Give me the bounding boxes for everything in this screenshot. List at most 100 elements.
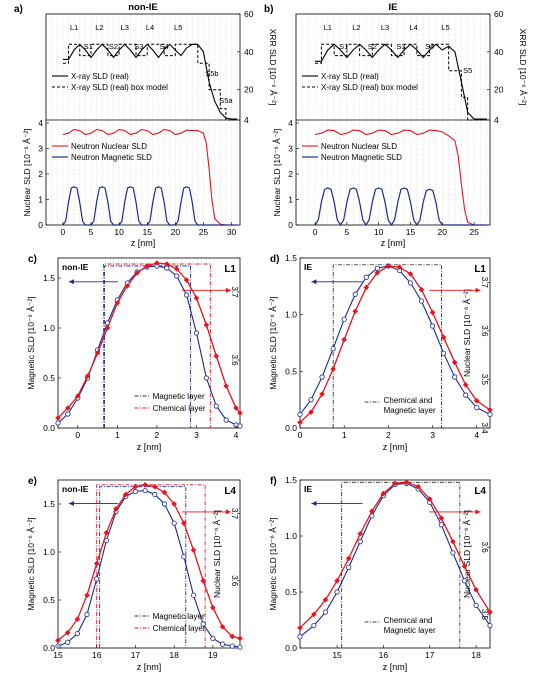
magnetic-point — [174, 273, 180, 279]
magnetic-point — [297, 411, 303, 417]
plot-frame — [299, 257, 491, 429]
x-tick-label: 5 — [345, 227, 350, 237]
left-tick-label: 4 — [288, 118, 293, 128]
right-tick-label: 3.5 — [480, 374, 489, 386]
nuclear-arrow-head — [225, 287, 231, 293]
nuclear-sld-line — [57, 262, 241, 419]
nuclear-point — [65, 405, 71, 411]
nuclear-point — [210, 604, 216, 611]
x-axis-label: z [nm] — [383, 662, 408, 672]
legend-text: X-ray SLD (real) — [71, 72, 129, 81]
nuclear-point — [461, 563, 468, 570]
x-tick-label: 18 — [471, 650, 481, 660]
corner-label: non-IE — [62, 262, 89, 272]
nuclear-point — [357, 530, 364, 537]
layer-label: L4 — [410, 23, 418, 32]
right-tick-label: 3.6 — [230, 354, 239, 366]
left-tick-label: 0.5 — [43, 373, 55, 383]
legend-text: Neutron Nuclear SLD — [71, 142, 147, 151]
nuclear-point — [407, 271, 414, 277]
x-tick-label: 3 — [194, 430, 199, 440]
nuclear-point — [93, 560, 100, 567]
panel-label: b) — [264, 4, 273, 15]
bottom-legend: Neutron Nuclear SLD Neutron Magnetic SLD — [302, 142, 402, 162]
top-legend: X-ray SLD (real) X-ray SLD (real) box mod… — [52, 72, 168, 92]
nuclear-point — [132, 483, 139, 490]
nuclear-point — [426, 496, 433, 502]
nuclear-point — [341, 336, 347, 343]
plot-frame — [57, 479, 241, 649]
panel-c: c) non-IE L1 0.0 0.5 1.0 1.5 Magnetic SLD [10⁻⁶… — [26, 254, 243, 452]
right-tick-label: 40 — [244, 47, 254, 57]
left-tick-label: 1.0 — [43, 323, 55, 333]
nuclear-point — [308, 409, 314, 415]
nuclear-point — [103, 530, 110, 536]
nuclear-point — [345, 555, 352, 562]
nuclear-point — [161, 489, 168, 496]
magnetic-point — [84, 611, 90, 618]
magnetic-point — [297, 634, 303, 640]
nuclear-point — [473, 398, 480, 404]
nuclear-point — [94, 350, 101, 356]
left-axis-label: Magnetic SLD [10⁻⁶ Å⁻²] — [268, 517, 278, 610]
nuclear-point — [450, 538, 456, 545]
magnetic-point — [438, 522, 444, 528]
x-axis-label: z [nm] — [137, 662, 162, 672]
magnetic-point — [181, 554, 187, 560]
left-tick-label: 1.5 — [43, 273, 55, 283]
nuclear-point — [237, 410, 243, 416]
left-tick-label: 1.5 — [43, 499, 55, 509]
left-tick-label: 2 — [38, 169, 43, 179]
magnetic-arrow-head — [68, 279, 74, 285]
left-tick-label: 1.0 — [285, 310, 297, 320]
magnetic-arrow-head — [311, 279, 317, 285]
left-tick-label: 3 — [288, 144, 293, 154]
x-tick-label: 30 — [227, 227, 237, 237]
x-tick-label: 17 — [131, 650, 141, 660]
left-tick-label: 0.0 — [285, 643, 297, 653]
nuclear-point — [171, 501, 177, 507]
nuclear-point — [396, 264, 403, 270]
magnetic-point — [74, 630, 80, 637]
box-model-line — [62, 43, 238, 121]
box-model-line — [315, 43, 487, 121]
panel-title: non-IE — [128, 2, 158, 13]
left-axis-label: Nuclear SLD [10⁻⁶ Å⁻²] — [22, 128, 32, 216]
layer-label: L3 — [121, 23, 129, 32]
layer-label: L4 — [474, 486, 486, 497]
left-tick-label: 3 — [38, 144, 43, 154]
legend-text: X-ray SLD (real) — [321, 72, 379, 81]
magnetic-sld-line — [314, 187, 487, 227]
spacer-label: S1 — [84, 42, 93, 51]
x-tick-label: 0 — [313, 227, 318, 237]
right-tick-label: 3.7 — [230, 286, 239, 298]
spacer-label: S2 — [368, 42, 377, 51]
legend: Magnetic layer Chemical layer — [134, 392, 206, 413]
x-tick-label: 4 — [234, 430, 239, 440]
spacer-label: S5 — [463, 66, 472, 75]
plot-frame — [57, 257, 241, 429]
left-tick-label: 4 — [38, 118, 43, 128]
nuclear-point — [403, 479, 410, 486]
nuclear-point — [84, 592, 90, 598]
right-tick-label: 4 — [244, 115, 249, 125]
xray-sld-line — [315, 43, 487, 120]
magnetic-point — [183, 292, 190, 298]
magnetic-point — [203, 375, 209, 381]
x-tick-label: 3 — [430, 430, 435, 440]
legend-text: Magnetic layer — [384, 406, 436, 415]
x-tick-label: 16 — [92, 650, 102, 660]
magnetic-sld-line — [62, 186, 238, 226]
x-tick-label: 0 — [298, 430, 303, 440]
magnetic-point — [219, 641, 226, 647]
nuclear-point — [104, 325, 111, 331]
legend-text: Chemical layer — [153, 624, 206, 633]
nuclear-point — [142, 482, 148, 488]
magnetic-point — [441, 350, 447, 356]
x-tick-label: 2 — [155, 430, 160, 440]
right-tick-label: 60 — [494, 9, 504, 19]
plot-frame — [295, 13, 491, 226]
